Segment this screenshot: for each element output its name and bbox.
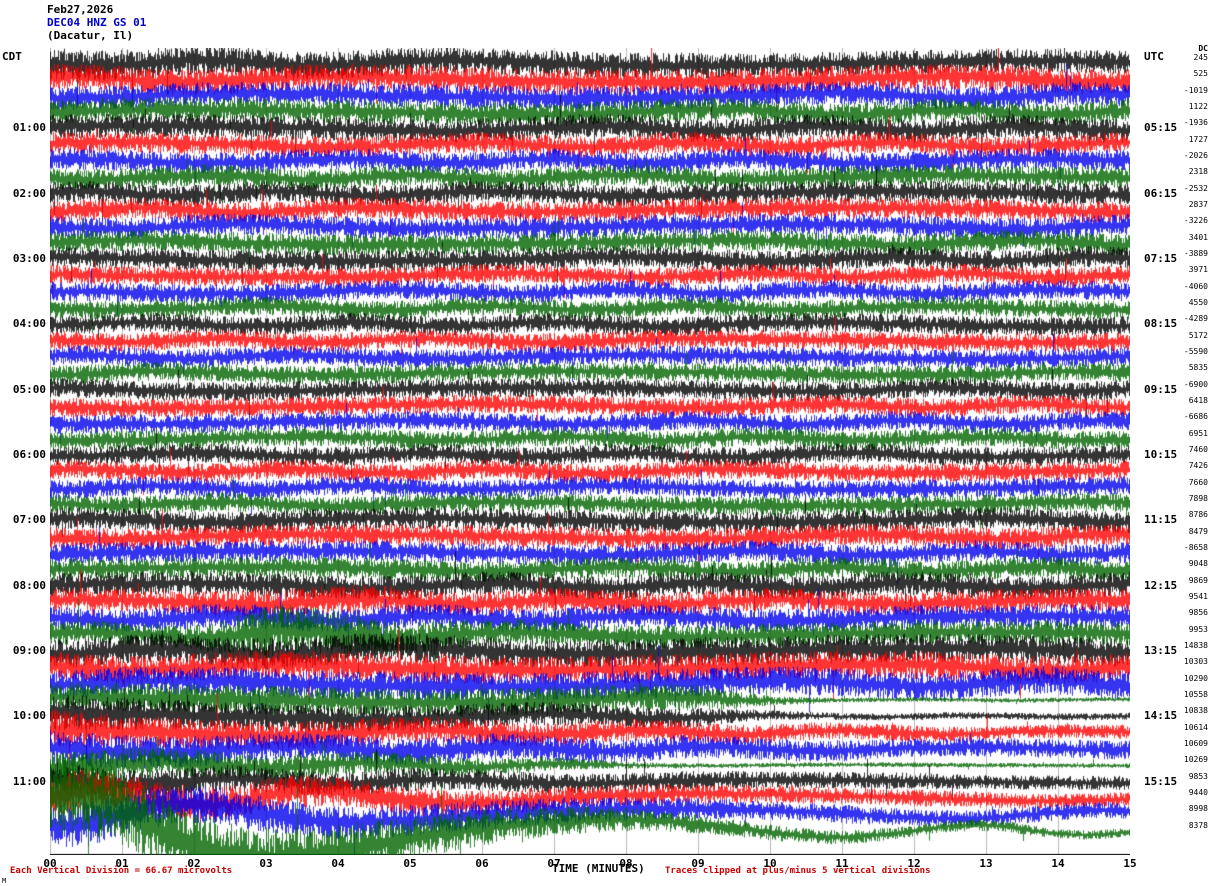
left-time-label: 02:00: [12, 186, 46, 200]
dc-value: -5590: [1183, 346, 1208, 356]
dc-value: 5835: [1188, 363, 1208, 373]
left-time-label: 09:00: [12, 643, 46, 657]
right-time-label: 05:15: [1144, 121, 1178, 135]
x-tick-label: 04: [331, 857, 345, 870]
dc-value: 9869: [1188, 575, 1208, 585]
dc-value: -3889: [1183, 248, 1208, 258]
header-date: Feb27,2026: [47, 3, 114, 16]
dc-value: 7898: [1188, 493, 1208, 503]
x-tick-label: 08: [619, 857, 633, 870]
dc-value: 9048: [1188, 559, 1208, 569]
x-tick-label: 15: [1123, 857, 1137, 870]
x-tick-label: 01: [115, 857, 129, 870]
header-station: DEC04 HNZ GS 01: [47, 16, 147, 29]
dc-value: 9541: [1188, 591, 1208, 601]
right-timezone-label: UTC: [1144, 50, 1164, 63]
x-tick-label: 10: [763, 857, 777, 870]
x-tick-label: 13: [979, 857, 993, 870]
dc-value: 10838: [1183, 706, 1208, 716]
dc-value: 10303: [1183, 657, 1208, 667]
x-axis-title: TIME (MINUTES): [552, 862, 645, 875]
right-time-label: 14:15: [1144, 709, 1178, 723]
dc-value: -1936: [1183, 118, 1208, 128]
left-time-label: 05:00: [12, 382, 46, 396]
left-time-label: 10:00: [12, 709, 46, 723]
dc-value: 7426: [1188, 461, 1208, 471]
dc-value: -4289: [1183, 314, 1208, 324]
dc-value: -6900: [1183, 379, 1208, 389]
dc-value: -3226: [1183, 216, 1208, 226]
x-tick-label: 02: [187, 857, 201, 870]
x-tick-label: 06: [475, 857, 489, 870]
left-timezone-label: CDT: [2, 50, 22, 63]
dc-value: 9440: [1188, 787, 1208, 797]
left-time-label: 03:00: [12, 251, 46, 265]
dc-value: 9856: [1188, 608, 1208, 618]
left-time-label: 06:00: [12, 447, 46, 461]
x-tick-label: 03: [259, 857, 273, 870]
right-time-label: 10:15: [1144, 447, 1178, 461]
dc-value: 5172: [1188, 330, 1208, 340]
right-time-label: 13:15: [1144, 643, 1178, 657]
dc-value: 14838: [1183, 640, 1208, 650]
dc-value: -8658: [1183, 542, 1208, 552]
dc-value: 1122: [1188, 101, 1208, 111]
dc-value: 10269: [1183, 755, 1208, 765]
dc-value: 3971: [1188, 265, 1208, 275]
dc-column-header: DC: [1198, 44, 1208, 53]
clip-note: Traces clipped at plus/minus 5 vertical …: [665, 866, 931, 876]
right-time-label: 11:15: [1144, 513, 1178, 527]
dc-value: 1727: [1188, 134, 1208, 144]
x-tick-label: 05: [403, 857, 417, 870]
dc-value: 9953: [1188, 624, 1208, 634]
dc-value: -1019: [1183, 85, 1208, 95]
right-time-label: 07:15: [1144, 251, 1178, 265]
dc-value: 8998: [1188, 804, 1208, 814]
x-tick-label: 09: [691, 857, 705, 870]
dc-value: -6686: [1183, 412, 1208, 422]
dc-value: 6951: [1188, 428, 1208, 438]
corner-mark: M: [2, 877, 7, 885]
left-time-label: 08:00: [12, 578, 46, 592]
x-tick-label: 00: [43, 857, 57, 870]
dc-value: 6418: [1188, 395, 1208, 405]
left-time-label: 04:00: [12, 317, 46, 331]
dc-value: 8786: [1188, 510, 1208, 520]
dc-value: 8378: [1188, 820, 1208, 830]
dc-value: 3401: [1188, 232, 1208, 242]
dc-value: 10609: [1183, 738, 1208, 748]
left-time-label: 11:00: [12, 774, 46, 788]
left-time-label: 01:00: [12, 121, 46, 135]
dc-value: 10290: [1183, 673, 1208, 683]
right-time-label: 12:15: [1144, 578, 1178, 592]
right-time-label: 08:15: [1144, 317, 1178, 331]
dc-value: 7660: [1188, 477, 1208, 487]
dc-value: 10614: [1183, 722, 1208, 732]
header-location: (Dacatur, Il): [47, 29, 134, 42]
x-tick-label: 07: [547, 857, 561, 870]
x-tick-label: 12: [907, 857, 921, 870]
seismogram-canvas: [50, 48, 1130, 855]
dc-value: -2026: [1183, 150, 1208, 160]
dc-value: 9853: [1188, 771, 1208, 781]
dc-value: 245: [1193, 53, 1208, 62]
dc-value: -4060: [1183, 281, 1208, 291]
dc-value: 8479: [1188, 526, 1208, 536]
right-time-label: 06:15: [1144, 186, 1178, 200]
x-tick-label: 11: [835, 857, 849, 870]
left-time-label: 07:00: [12, 513, 46, 527]
dc-value: 2837: [1188, 199, 1208, 209]
x-tick-label: 14: [1051, 857, 1065, 870]
dc-value: 2318: [1188, 167, 1208, 177]
scale-note: Each Vertical Division = 66.67 microvolt…: [10, 866, 233, 876]
dc-value: -2532: [1183, 183, 1208, 193]
right-time-label: 09:15: [1144, 382, 1178, 396]
dc-value: 525: [1193, 69, 1208, 79]
right-time-label: 15:15: [1144, 774, 1178, 788]
dc-value: 10558: [1183, 689, 1208, 699]
dc-value: 7460: [1188, 444, 1208, 454]
dc-value: 4550: [1188, 297, 1208, 307]
